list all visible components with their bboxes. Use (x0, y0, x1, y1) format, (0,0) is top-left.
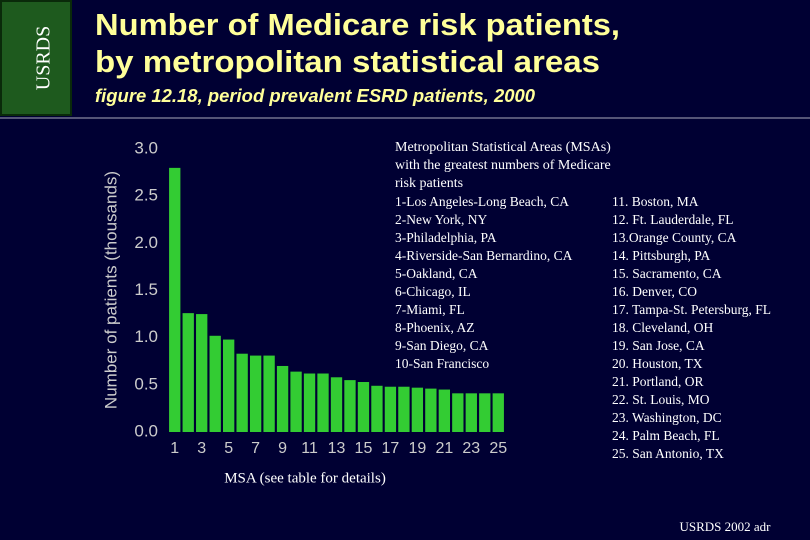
bar (479, 393, 491, 432)
table-title: risk patients (395, 176, 463, 191)
bar (249, 355, 262, 432)
subtitle: figure 12.18, period prevalent ESRD pati… (95, 86, 535, 106)
bar (290, 371, 302, 432)
table-entry: 5-Oakland, CA (395, 266, 478, 281)
table-entry: 2-New York, NY (395, 212, 488, 227)
footer: USRDS 2002 adr (679, 519, 771, 534)
table-entry: 4-Riverside-San Bernardino, CA (395, 248, 573, 263)
x-tick-label: 19 (408, 440, 426, 457)
table-entry: 8-Phoenix, AZ (395, 320, 475, 335)
sidebar-box (0, 0, 72, 116)
table-entry: 14. Pittsburgh, PA (612, 248, 711, 263)
table-entry: 23. Washington, DC (612, 410, 722, 425)
table-entry: 20. Houston, TX (612, 356, 703, 371)
y-tick-label: 2.5 (134, 186, 158, 205)
x-tick-label: 3 (197, 440, 206, 457)
table-entry: 10-San Francisco (395, 356, 489, 371)
bar (222, 339, 235, 432)
y-tick-label: 3.0 (134, 138, 158, 157)
x-tick-label: 17 (382, 440, 400, 457)
title-line: Number of Medicare risk patients, (95, 7, 620, 42)
y-tick-label: 0.0 (134, 421, 158, 440)
x-tick-label: 9 (278, 440, 287, 457)
bar (465, 393, 477, 432)
sidebar-label: USRDS (33, 26, 55, 90)
y-tick-label: 1.0 (134, 327, 158, 346)
y-tick-label: 1.5 (134, 280, 158, 299)
bar (196, 314, 208, 432)
table-title: with the greatest numbers of Medicare (395, 158, 611, 173)
bar (169, 167, 181, 432)
table-entry: 21. Portland, OR (612, 374, 704, 389)
x-axis-label: MSA (see table for details) (224, 470, 386, 486)
bar (236, 353, 248, 432)
bar (492, 393, 504, 432)
y-tick-label: 2.0 (134, 233, 158, 252)
table-title: Metropolitan Statistical Areas (MSAs) (395, 140, 611, 155)
bar (209, 335, 221, 432)
x-tick-label: 7 (251, 440, 260, 457)
bar (452, 393, 464, 432)
bar (263, 355, 275, 432)
x-tick-label: 1 (170, 440, 179, 457)
table-entry: 16. Denver, CO (612, 284, 697, 299)
bar (411, 387, 424, 432)
table-entry: 12. Ft. Lauderdale, FL (612, 212, 733, 227)
bar (398, 386, 410, 432)
table-entry: 19. San Jose, CA (612, 338, 705, 353)
table-entry: 18. Cleveland, OH (612, 320, 713, 335)
table-entry: 15. Sacramento, CA (612, 266, 722, 281)
y-tick-label: 0.5 (134, 374, 158, 393)
x-tick-label: 13 (328, 440, 346, 457)
bar (276, 365, 289, 432)
x-tick-label: 23 (462, 440, 480, 457)
x-tick-label: 21 (435, 440, 453, 457)
table-entry: 24. Palm Beach, FL (612, 428, 720, 443)
table-entry: 22. St. Louis, MO (612, 392, 710, 407)
bar (357, 382, 370, 432)
title-line: by metropolitan statistical areas (95, 44, 600, 79)
table-entry: 9-San Diego, CA (395, 338, 489, 353)
table-entry: 6-Chicago, IL (395, 284, 471, 299)
bar (384, 386, 397, 432)
bar (330, 377, 343, 432)
table-entry: 11. Boston, MA (612, 194, 699, 209)
bar (425, 388, 437, 432)
y-axis-label: Number of patients (thousands) (101, 171, 120, 409)
bar (317, 373, 329, 432)
x-tick-label: 5 (224, 440, 233, 457)
bar (344, 380, 356, 432)
x-tick-label: 11 (301, 440, 318, 457)
x-tick-label: 25 (489, 440, 507, 457)
x-tick-label: 15 (355, 440, 373, 457)
table-entry: 13.Orange County, CA (612, 230, 737, 245)
bar (303, 373, 316, 432)
table-entry: 25. San Antonio, TX (612, 446, 724, 461)
table-entry: 17. Tampa-St. Petersburg, FL (612, 302, 771, 317)
bar (182, 313, 194, 432)
table-entry: 3-Philadelphia, PA (395, 230, 497, 245)
bar (371, 385, 383, 432)
bar (438, 389, 451, 432)
table-entry: 1-Los Angeles-Long Beach, CA (395, 194, 569, 209)
table-entry: 7-Miami, FL (395, 302, 465, 317)
